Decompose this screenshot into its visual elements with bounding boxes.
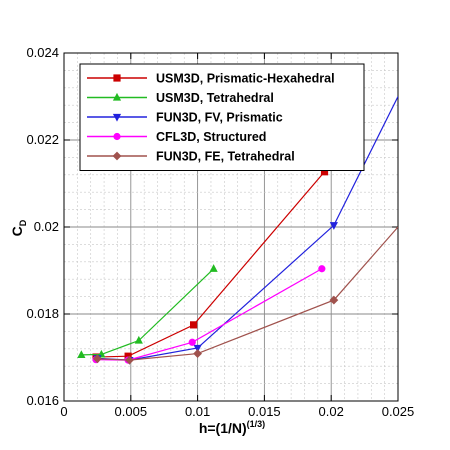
y-axis-title-main: C [9,226,25,236]
data-point [320,168,329,176]
y-tick-label: 0.022 [26,132,59,147]
x-tick-label: 0.01 [185,404,210,419]
series-layer [77,96,398,365]
legend-entry: FUN3D, FE, Tetrahedral [87,150,295,164]
legend-swatch-marker [112,92,122,101]
y-tick-label: 0.018 [26,306,59,321]
series-line [96,171,325,358]
legend-swatch-marker [113,132,121,141]
data-point [209,264,218,272]
y-axis-title: CD [9,219,28,236]
legend-entry: FUN3D, FV, Prismatic [87,111,283,125]
legend-entry: USM3D, Tetrahedral [87,91,274,105]
data-point [329,222,338,230]
data-point [93,354,102,364]
x-tick-label: 0.02 [319,404,344,419]
legend-label: USM3D, Tetrahedral [156,91,274,105]
y-tick-label: 0.016 [26,393,59,408]
series-line [81,268,215,356]
legend-swatch-marker [112,151,122,161]
data-point [77,350,86,358]
y-axis-title-sub: D [18,219,28,226]
x-axis-title: h=(1/N)(1/3) [199,419,265,436]
x-tick-label: 0 [60,404,67,419]
series-5 [93,226,398,365]
data-point [134,335,143,344]
data-point [125,355,134,365]
data-point [329,295,339,305]
legend-entry: CFL3D, Structured [87,130,266,144]
y-tick-label: 0.024 [26,45,59,60]
data-point [124,352,132,360]
data-point [188,338,196,346]
axis-ticks: 0 0.005 0.01 0.015 0.02 0.025 0.016 0.018 0.02 0.… [26,45,414,419]
x-tick-label: 0.025 [382,404,415,419]
legend-label: FUN3D, FE, Tetrahedral [156,150,295,164]
legend-swatch-marker [112,113,122,122]
data-point [189,321,198,329]
legend-entry: USM3D, Prismatic-Hexahedral [87,72,335,86]
legend-label: USM3D, Prismatic-Hexahedral [156,72,335,86]
x-tick-label: 0.005 [115,404,148,419]
x-axis-title-main: h=(1/N) [199,420,247,436]
data-point [193,344,202,353]
legend-label: CFL3D, Structured [156,130,266,144]
legend-label: FUN3D, FV, Prismatic [156,111,283,125]
legend-swatch-marker [113,74,121,82]
legend: USM3D, Prismatic-Hexahedral USM3D, Tetrah… [79,63,365,171]
x-tick-label: 0.015 [248,404,281,419]
data-point [318,265,326,273]
x-axis-title-sup: (1/3) [247,419,266,429]
data-point [193,349,202,358]
y-tick-label: 0.02 [34,219,59,234]
